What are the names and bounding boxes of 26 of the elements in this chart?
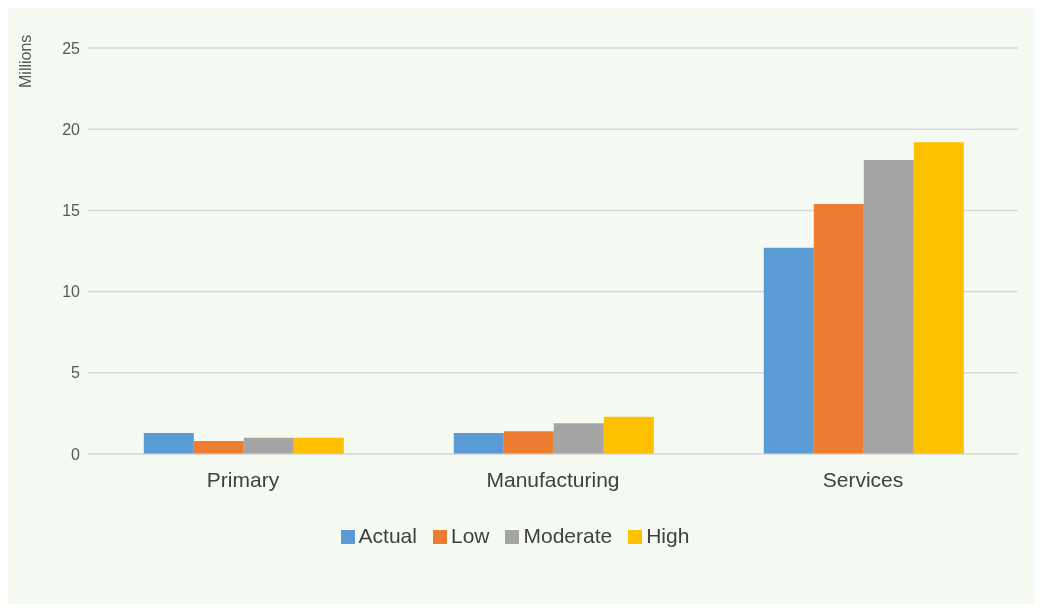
bar (603, 416, 654, 454)
y-tick-label: 10 (62, 283, 81, 301)
bar (453, 432, 504, 454)
legend-label: Moderate (523, 524, 613, 547)
legend-label: Actual (358, 524, 417, 547)
legend-label: Low (450, 524, 490, 547)
bar (193, 441, 244, 454)
bar (143, 432, 194, 454)
y-axis-title: Millions (17, 34, 35, 88)
y-tick-label: 5 (71, 364, 81, 382)
y-tick-label: 15 (62, 202, 81, 220)
x-tick-label: Services (822, 467, 904, 491)
y-tick-label: 20 (62, 120, 81, 138)
y-tick-label: 25 (62, 39, 81, 57)
bar (503, 431, 554, 454)
bar (913, 142, 964, 454)
bar (293, 437, 344, 454)
legend-label: High (646, 524, 690, 547)
bar (763, 247, 814, 454)
bar (863, 160, 914, 454)
y-tick-label: 0 (71, 445, 81, 463)
bar (243, 437, 294, 454)
bar (813, 203, 864, 454)
x-tick-label: Primary (206, 467, 280, 491)
x-tick-label: Manufacturing (486, 467, 620, 491)
bar (553, 423, 604, 454)
